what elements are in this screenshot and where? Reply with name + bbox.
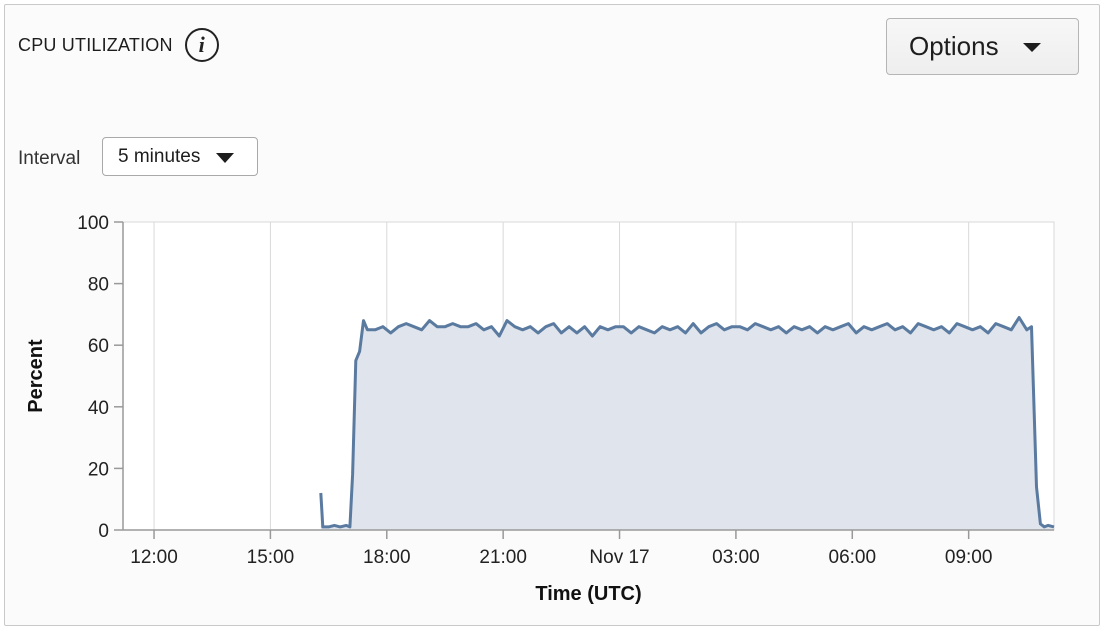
interval-label: Interval [18,148,81,169]
y-axis-title: Percent [25,339,47,413]
panel-header: CPU UTILIZATION i [18,28,219,62]
caret-down-icon [216,152,235,163]
x-tick-label: Nov 17 [589,547,649,568]
y-tick-label: 100 [77,213,109,234]
y-tick-label: 0 [98,521,109,542]
caret-down-icon [1022,43,1041,52]
x-tick-label: 09:00 [945,547,993,568]
x-tick-label: 06:00 [829,547,877,568]
x-tick-label: 21:00 [479,547,527,568]
y-tick-label: 60 [88,336,109,357]
interval-select[interactable]: 5 minutes [102,137,258,176]
panel-title: CPU UTILIZATION [18,34,173,55]
y-tick-label: 80 [88,275,109,296]
info-icon[interactable]: i [184,28,219,62]
x-tick-label: 12:00 [130,547,178,568]
series-line [319,316,1055,529]
x-tick-label: 15:00 [247,547,295,568]
y-tick-label: 20 [88,459,109,480]
x-tick-label: 03:00 [712,547,760,568]
y-tick-label: 40 [88,398,109,419]
options-button[interactable]: Options [886,18,1079,75]
x-tick-label: 18:00 [363,547,411,568]
series-area [320,317,1054,530]
interval-selected-value: 5 minutes [118,145,201,167]
options-label: Options [909,31,999,61]
x-axis-title: Time (UTC) [535,583,641,605]
